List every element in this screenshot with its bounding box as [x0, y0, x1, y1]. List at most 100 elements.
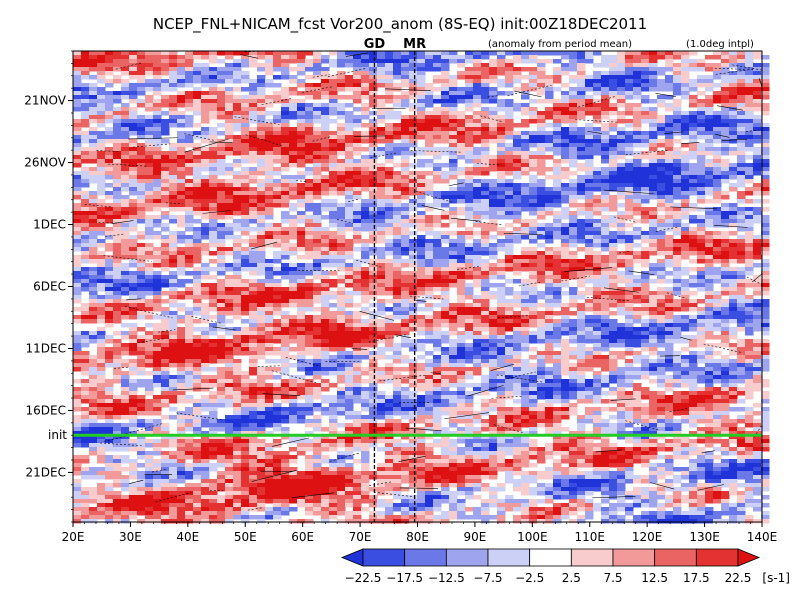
- heatmap-cell: [265, 151, 274, 156]
- heatmap-cell: [681, 187, 690, 192]
- heatmap-cell: [321, 139, 330, 144]
- heatmap-cell: [425, 67, 434, 72]
- heatmap-cell: [337, 227, 346, 232]
- heatmap-cell: [417, 51, 426, 56]
- heatmap-cell: [425, 315, 434, 320]
- heatmap-cell: [537, 311, 546, 316]
- heatmap-cell: [713, 219, 722, 224]
- heatmap-cell: [361, 307, 370, 312]
- heatmap-cell: [705, 75, 714, 80]
- heatmap-cell: [617, 91, 626, 96]
- heatmap-cell: [473, 159, 482, 164]
- heatmap-cell: [553, 171, 562, 176]
- heatmap-cell: [473, 135, 482, 140]
- heatmap-cell: [601, 199, 610, 204]
- heatmap-cell: [665, 87, 674, 92]
- heatmap-cell: [641, 279, 650, 284]
- heatmap-cell: [657, 99, 666, 104]
- heatmap-cell: [481, 231, 490, 236]
- heatmap-cell: [353, 283, 362, 288]
- heatmap-cell: [641, 115, 650, 120]
- heatmap-cell: [681, 163, 690, 168]
- heatmap-cell: [209, 115, 218, 120]
- heatmap-cell: [417, 163, 426, 168]
- heatmap-cell: [673, 151, 682, 156]
- heatmap-cell: [169, 243, 178, 248]
- heatmap-cell: [433, 87, 442, 92]
- heatmap-cell: [505, 79, 514, 84]
- heatmap-cell: [689, 171, 698, 176]
- heatmap-cell: [89, 295, 98, 300]
- heatmap-cell: [673, 63, 682, 68]
- heatmap-cell: [457, 75, 466, 80]
- heatmap-cell: [745, 211, 754, 216]
- heatmap-cell: [169, 235, 178, 240]
- heatmap-cell: [137, 87, 146, 92]
- heatmap-cell: [177, 235, 186, 240]
- heatmap-cell: [625, 235, 634, 240]
- heatmap-cell: [657, 287, 666, 292]
- heatmap-cell: [137, 135, 146, 140]
- heatmap-cell: [601, 55, 610, 60]
- heatmap-cell: [753, 239, 762, 244]
- heatmap-cell: [665, 75, 674, 80]
- heatmap-cell: [705, 311, 714, 316]
- heatmap-cell: [465, 51, 474, 56]
- heatmap-cell: [185, 271, 194, 276]
- heatmap-cell: [97, 255, 106, 260]
- heatmap-cell: [377, 99, 386, 104]
- heatmap-cell: [265, 127, 274, 132]
- heatmap-cell: [601, 91, 610, 96]
- heatmap-cell: [185, 191, 194, 196]
- heatmap-cell: [161, 95, 170, 100]
- heatmap-cell: [73, 283, 82, 288]
- heatmap-cell: [289, 135, 298, 140]
- heatmap-cell: [153, 247, 162, 252]
- heatmap-cell: [577, 151, 586, 156]
- heatmap-cell: [105, 95, 114, 100]
- heatmap-cell: [633, 191, 642, 196]
- heatmap-cell: [409, 259, 418, 264]
- heatmap-cell: [305, 143, 314, 148]
- heatmap-cell: [537, 151, 546, 156]
- heatmap-cell: [321, 279, 330, 284]
- heatmap-cell: [481, 139, 490, 144]
- heatmap-cell: [129, 235, 138, 240]
- heatmap-cell: [705, 251, 714, 256]
- heatmap-cell: [529, 227, 538, 232]
- heatmap-cell: [313, 223, 322, 228]
- heatmap-cell: [641, 231, 650, 236]
- heatmap-cell: [577, 303, 586, 308]
- heatmap-cell: [585, 239, 594, 244]
- heatmap-cell: [409, 199, 418, 204]
- heatmap-cell: [89, 131, 98, 136]
- heatmap-cell: [569, 287, 578, 292]
- heatmap-cell: [489, 307, 498, 312]
- heatmap-cell: [193, 179, 202, 184]
- heatmap-cell: [313, 103, 322, 108]
- heatmap-cell: [113, 175, 122, 180]
- heatmap-cell: [369, 263, 378, 268]
- heatmap-cell: [441, 251, 450, 256]
- heatmap-cell: [641, 263, 650, 268]
- heatmap-cell: [385, 271, 394, 276]
- heatmap-cell: [161, 163, 170, 168]
- heatmap-cell: [217, 215, 226, 220]
- heatmap-cell: [737, 311, 746, 316]
- heatmap-cell: [233, 243, 242, 248]
- heatmap-cell: [449, 303, 458, 308]
- heatmap-cell: [553, 211, 562, 216]
- heatmap-cell: [297, 187, 306, 192]
- heatmap-cell: [681, 115, 690, 120]
- heatmap-cell: [753, 87, 762, 92]
- heatmap-cell: [89, 227, 98, 232]
- heatmap-cell: [369, 179, 378, 184]
- heatmap-cell: [257, 75, 266, 80]
- heatmap-cell: [113, 283, 122, 288]
- heatmap-cell: [761, 143, 770, 148]
- heatmap-cell: [473, 103, 482, 108]
- heatmap-cell: [113, 79, 122, 84]
- heatmap-cell: [665, 51, 674, 56]
- heatmap-cell: [497, 115, 506, 120]
- heatmap-cell: [337, 247, 346, 252]
